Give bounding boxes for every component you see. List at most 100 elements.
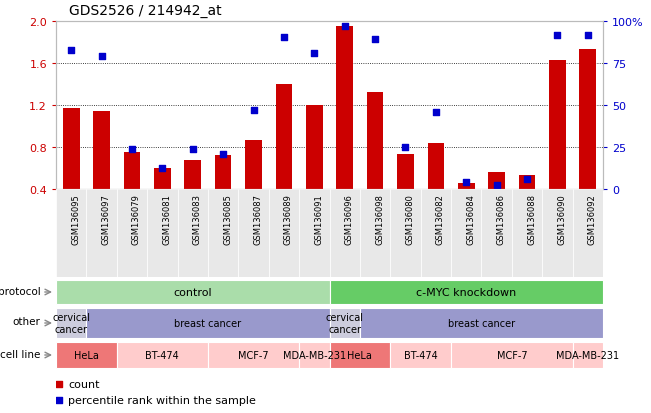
Text: GSM136097: GSM136097 — [102, 194, 111, 244]
Bar — [360, 190, 391, 277]
Bar — [329, 280, 603, 304]
Point — [127, 147, 137, 153]
Bar — [337, 27, 353, 190]
Bar — [573, 342, 603, 368]
Bar — [56, 190, 87, 277]
Text: GSM136098: GSM136098 — [375, 194, 384, 244]
Bar — [458, 183, 475, 190]
Bar — [215, 156, 232, 190]
Bar — [360, 309, 603, 338]
Text: GSM136089: GSM136089 — [284, 194, 293, 244]
Text: HeLa: HeLa — [74, 350, 99, 360]
Text: other: other — [12, 317, 40, 327]
Text: BT-474: BT-474 — [404, 350, 437, 360]
Bar — [329, 190, 360, 277]
Text: GDS2526 / 214942_at: GDS2526 / 214942_at — [69, 4, 221, 18]
Bar — [117, 342, 208, 368]
Text: percentile rank within the sample: percentile rank within the sample — [68, 395, 256, 405]
Text: cell line: cell line — [0, 349, 40, 359]
Text: breast cancer: breast cancer — [174, 318, 242, 328]
Point — [339, 24, 350, 31]
Text: GSM136085: GSM136085 — [223, 194, 232, 244]
Bar — [542, 190, 573, 277]
Bar — [56, 280, 329, 304]
Point — [66, 48, 76, 55]
Bar — [549, 61, 566, 190]
Text: GSM136083: GSM136083 — [193, 194, 202, 245]
Point — [431, 110, 441, 116]
Bar — [367, 93, 383, 190]
Text: MDA-MB-231: MDA-MB-231 — [556, 350, 619, 360]
Point — [400, 144, 411, 151]
Bar — [573, 190, 603, 277]
Text: MCF-7: MCF-7 — [238, 350, 269, 360]
Point — [218, 152, 229, 158]
Text: HeLa: HeLa — [348, 350, 372, 360]
Point — [96, 53, 107, 60]
Point — [53, 380, 64, 387]
Text: GSM136082: GSM136082 — [436, 194, 445, 244]
Bar — [63, 109, 79, 190]
Point — [492, 182, 502, 189]
Text: c-MYC knockdown: c-MYC knockdown — [416, 287, 516, 297]
Bar — [482, 190, 512, 277]
Text: GSM136080: GSM136080 — [406, 194, 415, 244]
Bar — [208, 190, 238, 277]
Text: GSM136081: GSM136081 — [162, 194, 171, 244]
Bar — [245, 140, 262, 190]
Text: MDA-MB-231: MDA-MB-231 — [283, 350, 346, 360]
Bar — [93, 112, 110, 190]
Point — [583, 32, 593, 39]
Text: GSM136084: GSM136084 — [466, 194, 475, 244]
Text: protocol: protocol — [0, 286, 40, 296]
Bar — [306, 106, 323, 190]
Bar — [87, 309, 329, 338]
Point — [522, 176, 533, 183]
Text: control: control — [173, 287, 212, 297]
Bar — [299, 190, 329, 277]
Point — [157, 165, 167, 172]
Bar — [451, 190, 482, 277]
Bar — [451, 342, 573, 368]
Text: breast cancer: breast cancer — [448, 318, 515, 328]
Point — [53, 397, 64, 404]
Point — [187, 147, 198, 153]
Bar — [519, 176, 535, 190]
Bar — [117, 190, 147, 277]
Bar — [56, 309, 87, 338]
Bar — [56, 342, 117, 368]
Text: GSM136079: GSM136079 — [132, 194, 141, 244]
Bar — [329, 342, 391, 368]
Bar — [87, 190, 117, 277]
Text: count: count — [68, 379, 100, 389]
Text: MCF-7: MCF-7 — [497, 350, 527, 360]
Point — [279, 34, 289, 41]
Bar — [178, 190, 208, 277]
Text: GSM136091: GSM136091 — [314, 194, 324, 244]
Bar — [488, 173, 505, 190]
Bar — [275, 85, 292, 190]
Bar — [428, 143, 444, 190]
Bar — [147, 190, 178, 277]
Point — [370, 36, 380, 43]
Text: GSM136090: GSM136090 — [557, 194, 566, 244]
Bar — [391, 342, 451, 368]
Point — [552, 32, 562, 39]
Bar — [269, 190, 299, 277]
Text: GSM136088: GSM136088 — [527, 194, 536, 245]
Text: BT-474: BT-474 — [145, 350, 179, 360]
Point — [309, 50, 320, 57]
Bar — [299, 342, 329, 368]
Bar — [124, 153, 141, 190]
Bar — [208, 342, 299, 368]
Text: cervical
cancer: cervical cancer — [52, 313, 90, 334]
Bar — [579, 50, 596, 190]
Bar — [421, 190, 451, 277]
Bar — [397, 155, 414, 190]
Text: GSM136087: GSM136087 — [253, 194, 262, 245]
Text: GSM136086: GSM136086 — [497, 194, 506, 245]
Bar — [512, 190, 542, 277]
Text: GSM136096: GSM136096 — [344, 194, 353, 244]
Text: GSM136092: GSM136092 — [588, 194, 597, 244]
Bar — [184, 160, 201, 190]
